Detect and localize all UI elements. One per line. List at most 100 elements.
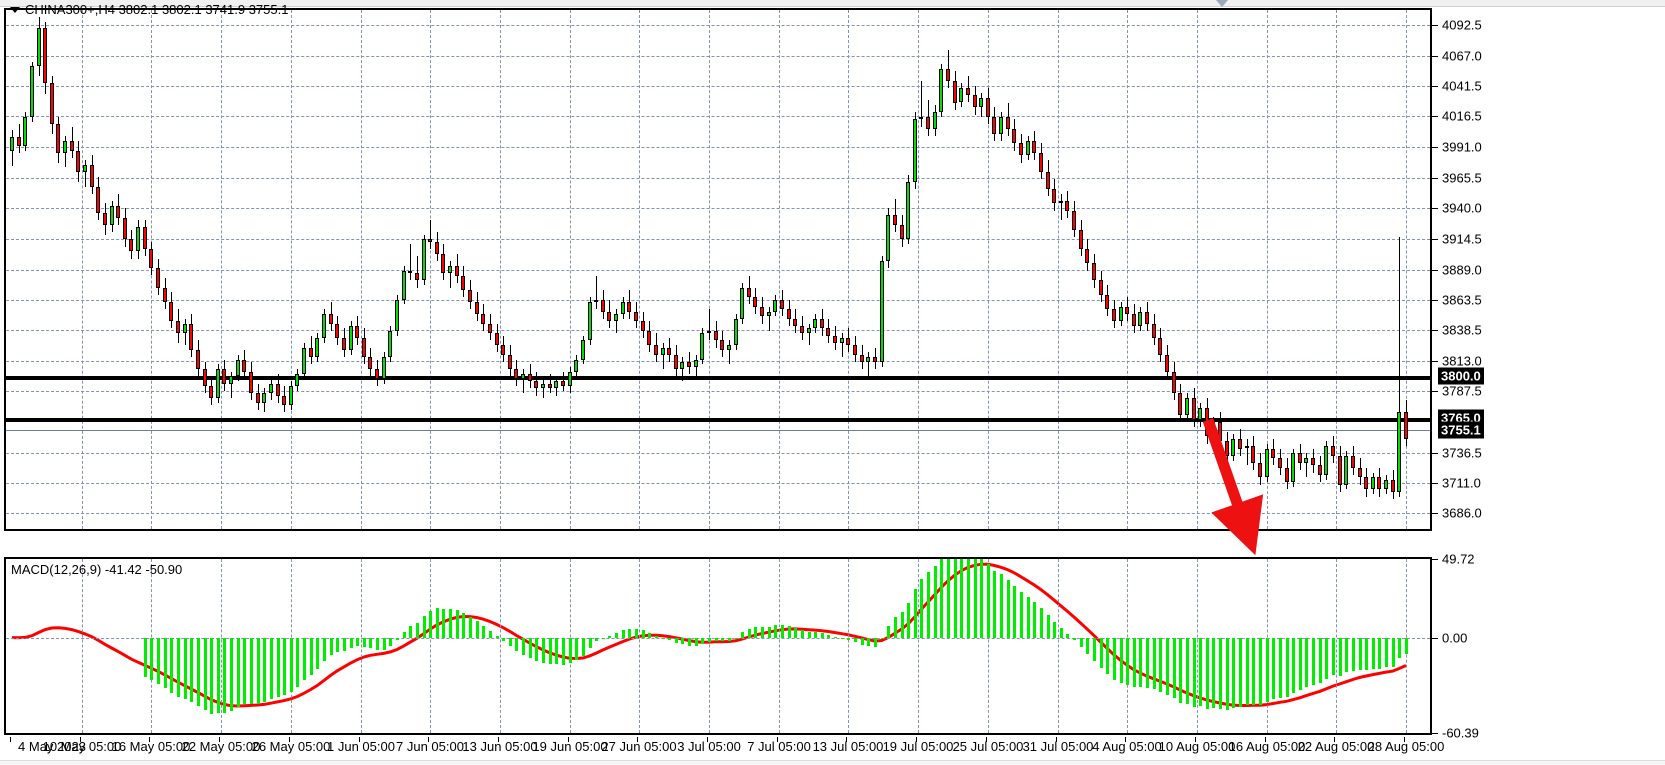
macd-histogram-bar	[1325, 637, 1328, 679]
candle-bearish	[548, 383, 552, 389]
price-axis-label: 3813.0	[1442, 353, 1482, 369]
candle-bearish	[375, 369, 379, 379]
date-tick	[916, 737, 917, 742]
macd-histogram-bar	[675, 637, 678, 643]
gridline-vertical	[1336, 10, 1337, 529]
date-tick	[149, 737, 150, 742]
current-price-line[interactable]	[6, 430, 1430, 432]
candle-bearish	[1218, 422, 1222, 442]
macd-histogram-bar	[582, 637, 585, 656]
price-plot-area[interactable]	[6, 10, 1430, 529]
macd-histogram-bar	[456, 610, 459, 638]
candle-bearish	[143, 227, 147, 250]
candle-bearish	[441, 253, 445, 274]
macd-histogram-bar	[1378, 637, 1381, 669]
gridline-vertical	[500, 559, 501, 733]
candle-bullish	[1211, 422, 1215, 437]
gridline-vertical	[1058, 559, 1059, 733]
macd-histogram-bar	[257, 637, 260, 704]
candle-wick	[417, 256, 418, 288]
date-axis-label: 7 Jun 05:00	[396, 739, 464, 754]
macd-histogram-bar	[1286, 637, 1289, 698]
candle-bearish	[1331, 446, 1335, 456]
price-axis-label: 4092.5	[1442, 17, 1482, 33]
macd-histogram-bar	[223, 637, 226, 713]
candle-bullish	[269, 383, 273, 394]
candle-wick	[430, 220, 431, 250]
macd-histogram-bar	[1047, 615, 1050, 638]
support-resistance-line[interactable]	[6, 418, 1430, 423]
macd-histogram-bar	[369, 637, 372, 649]
price-chart-pane[interactable]	[4, 8, 1432, 531]
candle-bearish	[820, 318, 824, 329]
candle-bullish	[614, 313, 618, 322]
candle-bearish	[720, 340, 724, 350]
macd-histogram-bar	[522, 637, 525, 655]
price-axis[interactable]: 4092.5 4067.0 4041.5 4016.5 3991.0 3965.5 3940…	[1432, 8, 1665, 531]
macd-histogram-bar	[1272, 637, 1275, 700]
candle-bullish	[448, 265, 452, 274]
gridline-vertical	[709, 10, 710, 529]
candle-bearish	[986, 97, 990, 117]
macd-plot-area[interactable]	[6, 559, 1430, 733]
axis-tick	[1432, 391, 1438, 393]
candle-wick	[696, 354, 697, 379]
candle-bearish	[362, 337, 366, 358]
candle-bearish	[1238, 438, 1242, 449]
macd-histogram-bar	[622, 630, 625, 638]
axis-tick	[1432, 452, 1438, 454]
gridline-vertical	[221, 10, 222, 529]
candle-bullish	[906, 181, 910, 240]
macd-axis[interactable]: 49.72 0.00 -60.39	[1432, 552, 1665, 741]
candle-bullish	[933, 112, 937, 129]
candle-bullish	[594, 299, 598, 302]
axis-tick	[1432, 330, 1438, 332]
date-tick	[777, 737, 778, 742]
candle-bullish	[581, 340, 585, 360]
candle-bearish	[222, 369, 226, 384]
gridline-horizontal	[6, 238, 1430, 240]
macd-histogram-bar	[1365, 637, 1368, 671]
date-axis[interactable]: 4 May 2023 10 May 05:00 16 May 05:00 22 May…	[4, 737, 1444, 763]
candle-bearish	[514, 369, 518, 379]
macd-histogram-bar	[436, 608, 439, 638]
macd-histogram-bar	[841, 637, 844, 639]
candle-bullish	[229, 376, 233, 384]
date-tick	[80, 737, 81, 742]
price-axis-label: 4041.5	[1442, 78, 1482, 94]
macd-histogram-bar	[263, 637, 266, 702]
macd-histogram-bar	[1305, 637, 1308, 687]
candle-wick	[596, 275, 597, 310]
candle-bearish	[415, 273, 419, 281]
macd-indicator-pane[interactable]: MACD(12,26,9) -41.42 -50.90	[4, 557, 1432, 735]
candle-bearish	[163, 287, 167, 302]
support-resistance-line[interactable]	[6, 376, 1430, 381]
gridline-vertical	[1197, 10, 1198, 529]
macd-histogram-bar	[496, 635, 499, 638]
candle-wick	[85, 160, 86, 187]
macd-histogram-bar	[1159, 637, 1162, 692]
macd-histogram-bar	[808, 631, 811, 638]
macd-histogram-bar	[681, 637, 684, 645]
candle-bearish	[1258, 462, 1262, 478]
chevron-down-icon[interactable]	[10, 6, 20, 13]
macd-histogram-bar	[476, 621, 479, 638]
candle-bullish	[866, 357, 870, 362]
candle-bullish	[1344, 455, 1348, 485]
candle-bearish	[368, 357, 372, 370]
macd-histogram-bar	[396, 637, 399, 641]
candle-bullish	[289, 386, 293, 406]
macd-histogram-bar	[1013, 585, 1016, 638]
gridline-horizontal	[6, 330, 1430, 332]
macd-histogram-bar	[648, 632, 651, 638]
axis-tick	[1432, 559, 1438, 560]
macd-histogram-bar	[316, 637, 319, 669]
date-axis-label: 7 Jul 05:00	[747, 739, 811, 754]
macd-histogram-bar	[509, 637, 512, 647]
axis-tick	[1432, 238, 1438, 240]
axis-tick	[1432, 513, 1438, 515]
macd-histogram-bar	[1339, 637, 1342, 676]
candle-bearish	[17, 137, 21, 146]
candle-bearish	[1072, 210, 1076, 230]
candle-bullish	[840, 337, 844, 343]
